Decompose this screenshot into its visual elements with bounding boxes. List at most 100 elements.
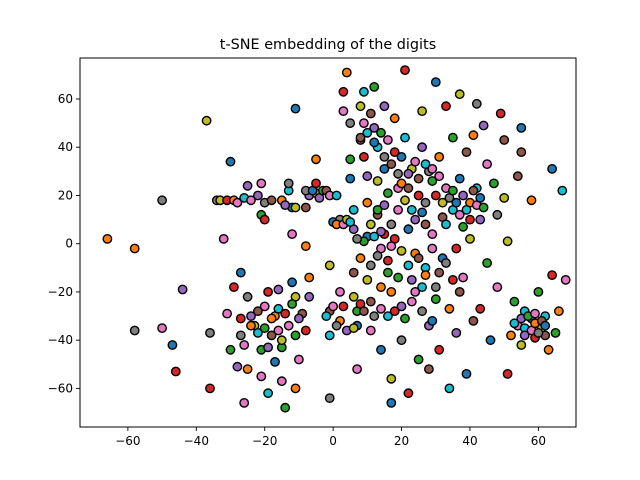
scatter-point (482, 258, 492, 268)
scatter-point (533, 286, 544, 297)
scatter-point (420, 270, 431, 280)
scatter-point (447, 185, 458, 196)
scatter-point (492, 209, 503, 220)
scatter-point (400, 65, 410, 76)
scatter-point (328, 301, 338, 312)
scatter-point (358, 118, 369, 129)
scatter-point (263, 342, 273, 353)
scatter-point (454, 209, 465, 220)
scatter-point (372, 204, 383, 215)
scatter-point (437, 197, 448, 208)
scatter-point (410, 286, 421, 297)
scatter-point (379, 101, 390, 112)
scatter-point (352, 233, 362, 244)
scatter-point (358, 86, 369, 97)
chart-title: t-SNE embedding of the digits (220, 37, 436, 53)
scatter-point (331, 320, 342, 331)
scatter-point (492, 282, 503, 292)
scatter-point (369, 82, 380, 92)
scatter-point (410, 156, 421, 167)
scatter-point (403, 388, 414, 399)
scatter-point (386, 159, 397, 170)
scatter-point (239, 397, 250, 408)
scatter-point (276, 335, 287, 346)
scatter-point (338, 106, 349, 117)
y-tick-label: −40 (48, 333, 73, 347)
scatter-point (406, 204, 417, 215)
scatter-point (355, 132, 366, 143)
scatter-point (252, 327, 263, 338)
scatter-point (393, 272, 403, 283)
x-axis: −60 −40 −20 0 20 40 60 (115, 427, 546, 448)
scatter-point (157, 323, 168, 333)
scatter-point (410, 214, 421, 225)
scatter-point (403, 183, 414, 194)
scatter-point (102, 233, 113, 244)
scatter-point (345, 173, 356, 184)
scatter-point (362, 197, 373, 208)
scatter-point (379, 200, 390, 211)
scatter-point (259, 214, 270, 225)
scatter-point (430, 190, 441, 201)
scatter-point (232, 361, 243, 372)
scatter-point (461, 204, 472, 215)
scatter-point (218, 233, 229, 244)
scatter-point (417, 106, 427, 117)
scatter-point (417, 142, 427, 153)
scatter-point (382, 135, 393, 145)
y-tick-label: 60 (58, 92, 73, 106)
scatter-point (441, 219, 451, 230)
scatter-point (259, 301, 270, 312)
scatter-point (266, 313, 277, 324)
scatter-point (488, 178, 499, 189)
scatter-point (396, 151, 407, 162)
scatter-point (246, 320, 256, 331)
scatter-point (283, 178, 294, 189)
scatter-point (389, 113, 400, 124)
scatter-point (550, 327, 561, 338)
scatter-point (512, 171, 523, 182)
scatter-point (290, 383, 301, 394)
scatter-point (242, 291, 253, 302)
x-tick-label: 20 (394, 434, 409, 448)
scatter-point (465, 214, 475, 225)
scatter-point (430, 77, 441, 88)
x-tick-label: 60 (531, 434, 546, 448)
scatter-point (129, 243, 140, 254)
scatter-point (335, 286, 345, 297)
scatter-point (454, 286, 465, 297)
scatter-point (201, 115, 212, 126)
scatter-point (324, 393, 335, 403)
scatter-point (365, 219, 376, 230)
scatter-point (222, 308, 233, 319)
scatter-point (444, 383, 455, 394)
scatter-point (263, 286, 273, 297)
scatter-point (413, 354, 424, 365)
scatter-point (293, 354, 304, 365)
scatter-point (228, 282, 239, 292)
scatter-point (506, 330, 516, 341)
scatter-point (369, 123, 380, 133)
scatter-point (389, 306, 400, 317)
scatter-point (225, 156, 236, 167)
scatter-point (177, 284, 188, 295)
scatter-point (393, 204, 403, 215)
scatter-point (280, 200, 291, 211)
scatter-point (300, 202, 311, 213)
scatter-point (430, 282, 441, 292)
scatter-point (420, 219, 431, 230)
scatter-point (468, 130, 479, 141)
scatter-point (502, 368, 513, 379)
scatter-point (478, 202, 489, 213)
scatter-point (434, 151, 445, 162)
scatter-point (386, 286, 397, 297)
scatter-point (475, 192, 486, 203)
scatter-point (403, 168, 414, 179)
scatter-point (311, 178, 321, 189)
scatter-point (283, 320, 294, 331)
scatter-point (266, 195, 277, 206)
scatter-point (540, 320, 551, 331)
scatter-point (427, 163, 438, 174)
